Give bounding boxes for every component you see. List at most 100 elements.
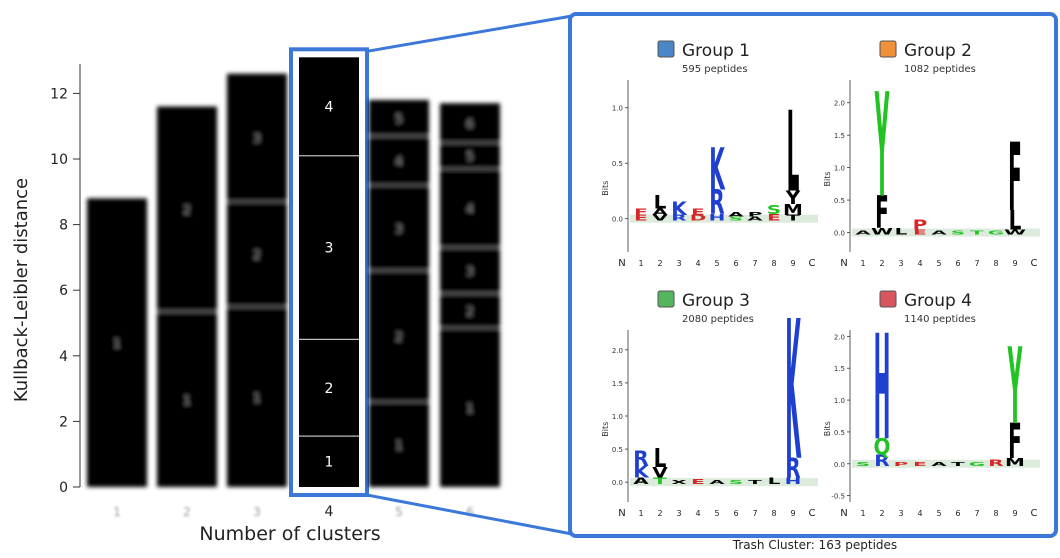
x-axis-label: Number of clusters [199,523,380,545]
logo-letter: T [653,476,667,487]
segment-label: 1 [325,455,334,471]
logo-letter: A [633,476,648,487]
logo-y-tick: 1.0 [612,105,623,113]
logo-letter: A [728,211,744,218]
logo-x-tick: 8 [771,259,776,268]
logo-x-tick: 8 [993,259,998,268]
logo-panel-2: Group 2 1082 peptides 2.0 1.5 1.0 0.5 0.0 Bits N… [823,40,1040,269]
logo-x-tick: 7 [974,259,979,268]
logo-y-tick: -0.5 [831,493,845,501]
logo-x-tick: 5 [714,259,719,268]
logo-x-tick: 1 [638,259,643,268]
logo-letter: S [729,216,743,222]
logo-x-tick: N [840,508,847,519]
bar-cluster-5: 1 2 3 4 5 [369,99,429,488]
logo-x-tick: 5 [714,509,719,518]
logo-y-tick: 1.0 [834,397,845,405]
logo-x-tick: 3 [898,259,903,268]
x-tick-label: 1 [113,505,121,519]
connector-line-bottom [366,493,573,536]
logo-letter: X [671,479,686,485]
x-tick-label: 2 [183,505,191,519]
logo-letter: W [871,226,893,236]
group-title: Group 1 [682,41,750,61]
logo-y-tick: 1.0 [834,165,845,173]
peptide-count: 1140 peptides [904,314,976,325]
logo-letter: K [633,463,649,482]
logo-background-noise [630,214,818,223]
logo-letter: S [951,230,965,236]
y-tick-label: 8 [59,218,68,234]
logo-x-tick: 2 [879,259,884,268]
segment-label: 2 [183,203,191,217]
logo-letter: A [931,461,947,467]
x-axis-ticks: 1 2 3 4 5 6 [113,504,474,520]
logo-letter: T [970,230,984,236]
segment-label: 2 [253,248,261,262]
highlight-frame [289,47,369,497]
logo-x-tick: 3 [676,509,681,518]
logo-letter: A [747,216,763,222]
bar-cluster-2: 12 [157,106,217,488]
logo-letter: H [785,476,802,487]
x-tick-label: 3 [253,505,261,519]
logo-x-tick: 3 [898,509,903,518]
logo-letter: A [855,230,871,236]
logo-letter: Q [873,434,890,459]
segment-label: 2 [466,305,474,319]
logo-y-tick: 0.5 [612,446,623,454]
logo-letter: L [654,445,667,474]
logo-panel-frame [568,12,1058,538]
segment-label: 4 [395,155,403,169]
logo-x-tick: 7 [752,509,757,518]
logo-letter: E [913,228,927,237]
logo-letter: V [652,465,668,482]
x-tick-label: 6 [466,505,474,519]
logo-letter: M [783,201,803,219]
logo-x-tick: N [618,258,625,269]
logo-x-tick: C [809,508,816,519]
logo-panel-4: Group 4 1140 peptides 2.0 1.5 1.0 0.5 0.0 -0.5 B… [823,290,1040,519]
logo-x-tick: 4 [695,509,700,518]
logo-background-noise [852,459,1040,468]
logo-letter: Y [785,187,802,209]
group-title: Group 2 [904,41,972,61]
logo-letter: G [988,230,1004,236]
logo-x-tick: 1 [638,509,643,518]
logo-letter: H [874,305,891,473]
y-tick-label: 0 [59,480,68,496]
logo-y-tick: 0.0 [612,479,623,487]
segment-label: 2 [395,330,403,344]
segment-label: 5 [466,150,474,164]
y-tick-label: 12 [50,86,68,102]
peptide-count: 595 peptides [682,64,748,75]
segment-label: 3 [466,265,474,279]
logo-x-tick: 9 [1012,509,1017,518]
y-axis: 0 2 4 6 8 10 12 [50,63,81,496]
logo-y-label: Bits [601,422,610,437]
segment-label: 3 [253,132,261,146]
logo-letter: F [1008,124,1022,233]
group-swatch [657,290,675,308]
logo-letter: L [768,476,781,487]
bar-cluster-1: 1 [87,198,147,488]
logo-x-tick: 7 [752,259,757,268]
logo-x-tick: 6 [955,259,960,268]
logo-x-tick: 6 [733,509,738,518]
segment-label: 4 [325,100,334,116]
logo-x-tick: 4 [917,259,922,268]
logo-letter: R [633,447,649,471]
logo-x-tick: 6 [733,259,738,268]
logo-letter: D [690,214,707,223]
group-swatch [657,40,675,58]
peptide-count: 2080 peptides [682,314,754,325]
logo-x-tick: 5 [936,509,941,518]
logo-letter: Y [875,64,890,231]
segment-label: 1 [113,337,121,351]
logo-y-tick: 0.0 [834,461,845,469]
bar [157,106,217,488]
logo-x-tick: N [618,508,625,519]
logo-letter: F [1008,414,1022,470]
bar [299,57,359,487]
logo-letter: P [913,218,928,234]
